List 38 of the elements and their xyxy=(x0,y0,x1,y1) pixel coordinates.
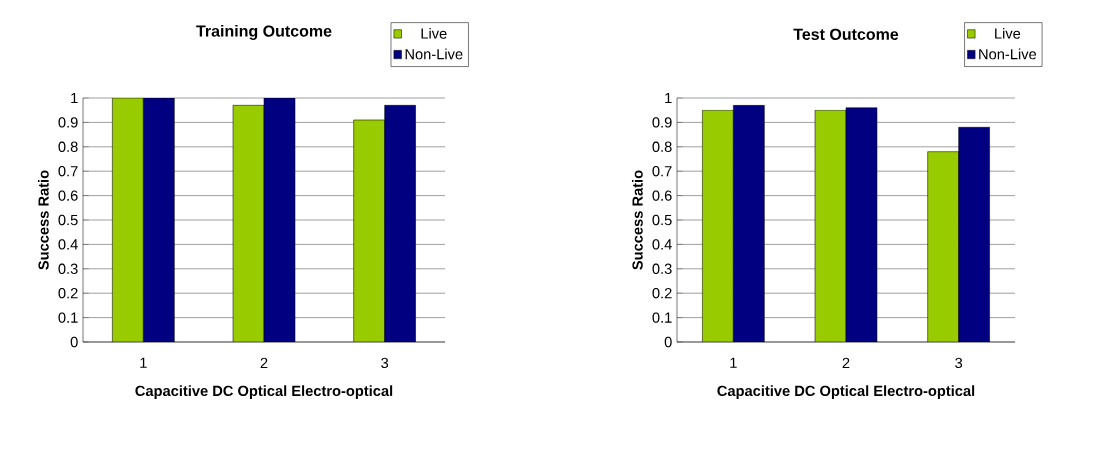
y-axis-title: Success Ratio xyxy=(37,170,49,270)
legend-label: Live xyxy=(995,27,1021,39)
chart-title: Test Outcome xyxy=(793,28,899,40)
y-tick-label: 0.5 xyxy=(652,214,672,226)
y-tick-label: 0.3 xyxy=(58,263,78,274)
y-tick-label: 0.7 xyxy=(58,166,78,177)
chart-title: Training Outcome xyxy=(196,24,332,40)
y-tick-label: 0.1 xyxy=(652,312,672,323)
x-axis-title: Capacitive DC Optical Electro-optical xyxy=(135,385,393,399)
y-tick-label: 1 xyxy=(665,92,672,104)
y-tick-label: 0.4 xyxy=(652,239,672,250)
x-tick-label: 2 xyxy=(842,357,850,368)
y-tick-label: 0.2 xyxy=(58,288,78,299)
y-tick-label: 0.9 xyxy=(652,117,672,128)
y-tick-label: 0.6 xyxy=(652,190,672,201)
x-tick-label: 2 xyxy=(260,357,268,368)
x-tick-label: 1 xyxy=(730,357,737,368)
y-tick-label: 0.2 xyxy=(652,288,672,299)
y-tick-label: 0.4 xyxy=(58,239,78,250)
y-tick-label: 0.3 xyxy=(652,263,672,274)
y-tick-label: 0.5 xyxy=(58,214,78,226)
legend-label: Non-Live xyxy=(979,48,1037,60)
y-tick-label: 0.9 xyxy=(58,117,78,128)
y-tick-label: 0.8 xyxy=(58,141,78,152)
y-tick-label: 1 xyxy=(71,92,78,104)
y-tick-label: 0.8 xyxy=(652,141,672,152)
y-tick-label: 0 xyxy=(664,336,672,348)
y-tick-label: 0.7 xyxy=(652,166,672,177)
x-tick-label: 3 xyxy=(381,357,389,369)
x-tick-label: 3 xyxy=(955,357,963,369)
y-axis-title: Success Ratio xyxy=(631,170,643,270)
x-tick-label: 1 xyxy=(140,357,147,368)
legend-label: Non-Live xyxy=(405,48,463,60)
x-axis-title: Capacitive DC Optical Electro-optical xyxy=(717,385,975,399)
y-tick-label: 0 xyxy=(70,336,78,348)
y-tick-label: 0.1 xyxy=(58,312,78,323)
y-tick-label: 0.6 xyxy=(58,190,78,201)
legend-label: Live xyxy=(421,27,447,39)
